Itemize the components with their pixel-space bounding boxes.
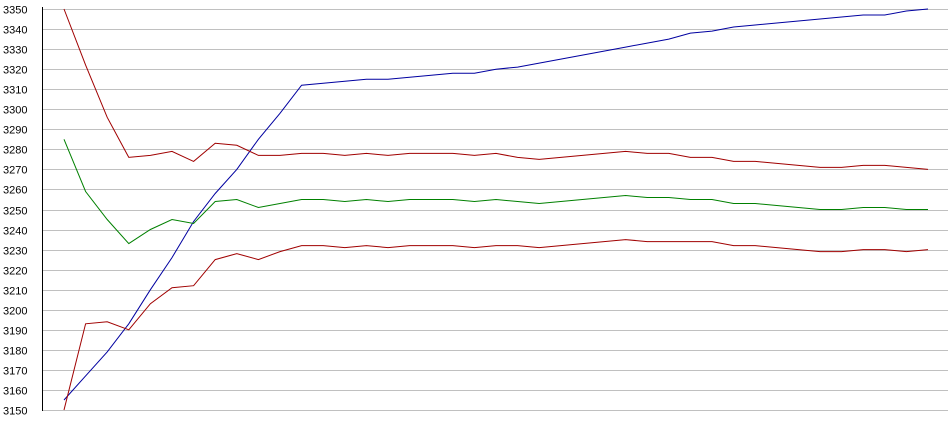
- y-tick-label: 3160: [3, 386, 27, 398]
- y-tick-label: 3210: [3, 286, 27, 298]
- y-tick-label: 3230: [3, 246, 27, 258]
- y-tick-label: 3150: [3, 406, 27, 418]
- y-tick-label: 3330: [3, 45, 27, 57]
- y-tick-label: 3190: [3, 326, 27, 338]
- y-tick-label: 3220: [3, 266, 27, 278]
- series-line-1: [63, 8, 929, 401]
- y-tick-label: 3300: [3, 105, 27, 117]
- series-lines: [63, 8, 929, 411]
- y-tick-label: 3260: [3, 185, 27, 197]
- y-tick-label: 3170: [3, 366, 27, 378]
- y-tick-label: 3250: [3, 206, 27, 218]
- series-line-2: [63, 8, 929, 170]
- y-tick-label: 3240: [3, 226, 27, 238]
- y-tick-label: 3320: [3, 65, 27, 77]
- y-tick-label: 3180: [3, 346, 27, 358]
- y-tick-label: 3340: [3, 25, 27, 37]
- y-tick-label: 3270: [3, 165, 27, 177]
- y-tick-label: 3280: [3, 145, 27, 157]
- y-tick-label: 3310: [3, 85, 27, 97]
- series-line-4: [63, 239, 929, 411]
- y-tick-label: 3200: [3, 306, 27, 318]
- y-tick-label: 3290: [3, 125, 27, 137]
- y-tick-label: 3350: [3, 5, 27, 17]
- y-axis-tick-labels: 3150 3160 3170 3180 3190 3200 3210 3220 3230 3240…: [3, 5, 27, 418]
- series-line-3: [63, 139, 928, 245]
